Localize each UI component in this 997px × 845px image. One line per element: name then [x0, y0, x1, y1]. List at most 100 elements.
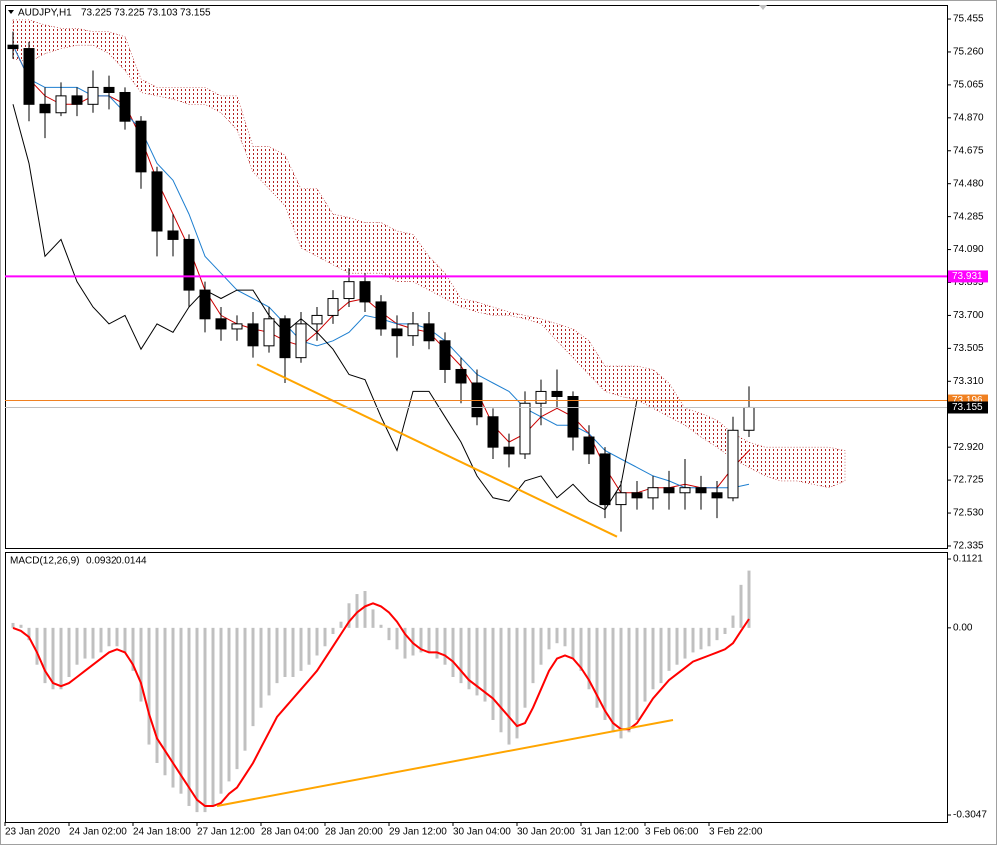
macd-value: 0.0932 — [86, 556, 117, 567]
y-tick-label: 73.310 — [953, 376, 984, 387]
y-tick-label: 73.700 — [953, 310, 984, 321]
macd-bar — [219, 627, 223, 794]
macd-bar — [187, 627, 191, 806]
candle-body — [663, 487, 675, 494]
x-tick-label: 31 Jan 12:00 — [581, 827, 639, 838]
candle-body — [535, 390, 547, 404]
candle-body — [583, 436, 595, 455]
symbol-menu-arrow[interactable] — [8, 10, 14, 14]
macd-bar — [611, 627, 615, 733]
y-tick-label: 74.675 — [953, 145, 984, 156]
candle-body — [55, 95, 67, 114]
ichimoku-cloud — [12, 19, 846, 489]
candle-body — [7, 44, 19, 50]
macd-bar — [643, 627, 647, 702]
price-badge-label: 73.196 — [952, 395, 983, 406]
y-tick-label: 74.285 — [953, 211, 984, 222]
candle-body — [631, 492, 643, 499]
macd-bar — [387, 627, 391, 641]
candle-body — [103, 86, 115, 93]
macd-bar — [347, 603, 351, 628]
candle-body — [247, 323, 259, 347]
candle-body — [487, 416, 499, 448]
macd-bar — [43, 627, 47, 684]
candle-body — [167, 230, 179, 240]
candle-body — [215, 318, 227, 330]
macd-bar — [19, 624, 23, 628]
macd-bar — [731, 615, 735, 628]
x-tick-label: 29 Jan 12:00 — [389, 827, 447, 838]
macd-bar — [275, 627, 279, 684]
macd-bar — [443, 627, 447, 665]
y-tick-label: 72.725 — [953, 475, 984, 486]
macd-bar — [251, 627, 255, 727]
y-tick-label: 74.480 — [953, 178, 984, 189]
macd-bar — [475, 627, 479, 696]
macd-bar — [619, 627, 623, 739]
candle-body — [199, 289, 211, 320]
macd-bar — [91, 627, 95, 659]
macd-bar — [107, 627, 111, 647]
macd-bar — [299, 627, 303, 671]
macd-bar — [699, 627, 703, 650]
macd-bar — [291, 627, 295, 677]
macd-bar — [691, 627, 695, 653]
candle-body — [327, 298, 339, 316]
macd-bar — [395, 627, 399, 650]
macd-bar — [99, 627, 103, 653]
macd-bar — [131, 627, 135, 671]
macd-bar — [331, 627, 335, 634]
macd-bar — [539, 627, 543, 665]
candle-body — [71, 95, 83, 105]
macd-bar — [507, 627, 511, 745]
macd-bar — [523, 627, 527, 708]
x-tick-label: 24 Jan 18:00 — [133, 827, 191, 838]
macd-bar — [739, 584, 743, 628]
macd-bar — [27, 627, 31, 641]
macd-bar — [315, 627, 319, 656]
candle-body — [279, 318, 291, 359]
macd-bar — [411, 627, 415, 656]
price-badge — [948, 270, 988, 283]
macd-bar — [227, 627, 231, 782]
macd-bar — [283, 627, 287, 677]
macd-bar — [747, 570, 751, 628]
macd-bar — [163, 627, 167, 776]
candle-body — [615, 492, 627, 506]
candle-body — [743, 406, 755, 431]
price-badge — [948, 401, 988, 414]
macd-bar — [651, 627, 655, 690]
candle-body — [647, 487, 659, 499]
ohlc-open: 73.225 — [81, 8, 112, 19]
macd-bar — [155, 627, 159, 763]
y-tick-label: 72.530 — [953, 508, 984, 519]
macd-bar — [115, 627, 119, 647]
macd-title: MACD(12,26,9) — [10, 556, 79, 567]
macd-bar — [451, 627, 455, 677]
y-tick-label: 0.1121 — [953, 554, 983, 565]
macd-bar — [67, 627, 71, 677]
candle-body — [727, 429, 739, 499]
candle-body — [23, 48, 35, 105]
candle-body — [519, 402, 531, 455]
macd-bar — [515, 627, 519, 739]
y-tick-label: 75.260 — [953, 47, 984, 58]
ohlc-low: 73.103 — [147, 8, 178, 19]
candle-body — [695, 487, 707, 494]
x-tick-label: 3 Feb 06:00 — [645, 827, 699, 838]
shift-marker — [759, 5, 767, 10]
candle-body — [567, 396, 579, 438]
macd-bar — [123, 627, 127, 653]
y-tick-label: 75.455 — [953, 14, 984, 25]
x-tick-label: 30 Jan 20:00 — [517, 827, 575, 838]
candle-body — [263, 318, 275, 347]
macd-bar — [139, 627, 143, 702]
x-tick-label: 28 Jan 04:00 — [261, 827, 319, 838]
macd-bar — [603, 627, 607, 720]
candle-body — [391, 328, 403, 337]
macd-bar — [419, 627, 423, 653]
macd-bar — [211, 627, 215, 806]
macd-bar — [571, 627, 575, 659]
macd-bar — [683, 627, 687, 659]
